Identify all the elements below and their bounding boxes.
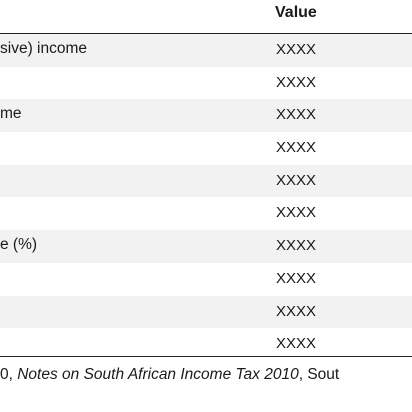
value-column-header: Value	[275, 4, 317, 21]
source-note: 0, Notes on South African Income Tax 201…	[0, 366, 339, 384]
table-row: e (%) XXXX	[0, 230, 412, 263]
table-row: sive) income XXXX	[0, 34, 412, 67]
row-label: me	[0, 105, 22, 123]
source-suffix: , Sout	[298, 366, 340, 383]
row-value: XXXX	[276, 41, 317, 58]
row-value: XXXX	[276, 106, 317, 124]
table-row: XXXX	[0, 295, 412, 329]
source-title: Notes on South African Income Tax 2010	[17, 366, 299, 383]
table-row: XXXX	[0, 132, 412, 165]
row-value: XXXX	[276, 171, 317, 189]
table-bottom-rule	[0, 356, 412, 357]
table-row: XXXX	[0, 197, 412, 230]
table-header: Value	[0, 0, 412, 34]
row-value: XXXX	[276, 335, 317, 353]
row-value: XXXX	[276, 269, 317, 287]
row-label: e (%)	[0, 236, 38, 254]
table-row: XXXX	[0, 263, 412, 296]
table-row: XXXX	[0, 328, 412, 361]
row-label: sive) income	[0, 40, 87, 57]
row-value: XXXX	[276, 73, 317, 91]
source-prefix: 0,	[0, 366, 18, 383]
row-value: XXXX	[276, 139, 317, 157]
table-row: XXXX	[0, 67, 412, 100]
row-value: XXXX	[276, 302, 317, 320]
table-row: me XXXX	[0, 99, 412, 133]
data-table: Value sive) income XXXX XXXX me XXXX XXX…	[0, 0, 412, 361]
table-row: XXXX	[0, 164, 412, 198]
row-value: XXXX	[276, 237, 317, 255]
row-value: XXXX	[276, 204, 317, 222]
